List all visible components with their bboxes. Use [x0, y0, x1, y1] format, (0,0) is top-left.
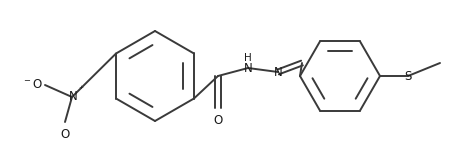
Text: O: O: [60, 128, 69, 140]
Text: N: N: [69, 90, 77, 104]
Text: $^+$: $^+$: [77, 85, 85, 93]
Text: S: S: [403, 69, 411, 83]
Text: N: N: [243, 62, 252, 74]
Text: $^-$O: $^-$O: [22, 78, 44, 92]
Text: O: O: [213, 114, 222, 126]
Text: N: N: [273, 66, 282, 78]
Text: H: H: [244, 53, 251, 63]
